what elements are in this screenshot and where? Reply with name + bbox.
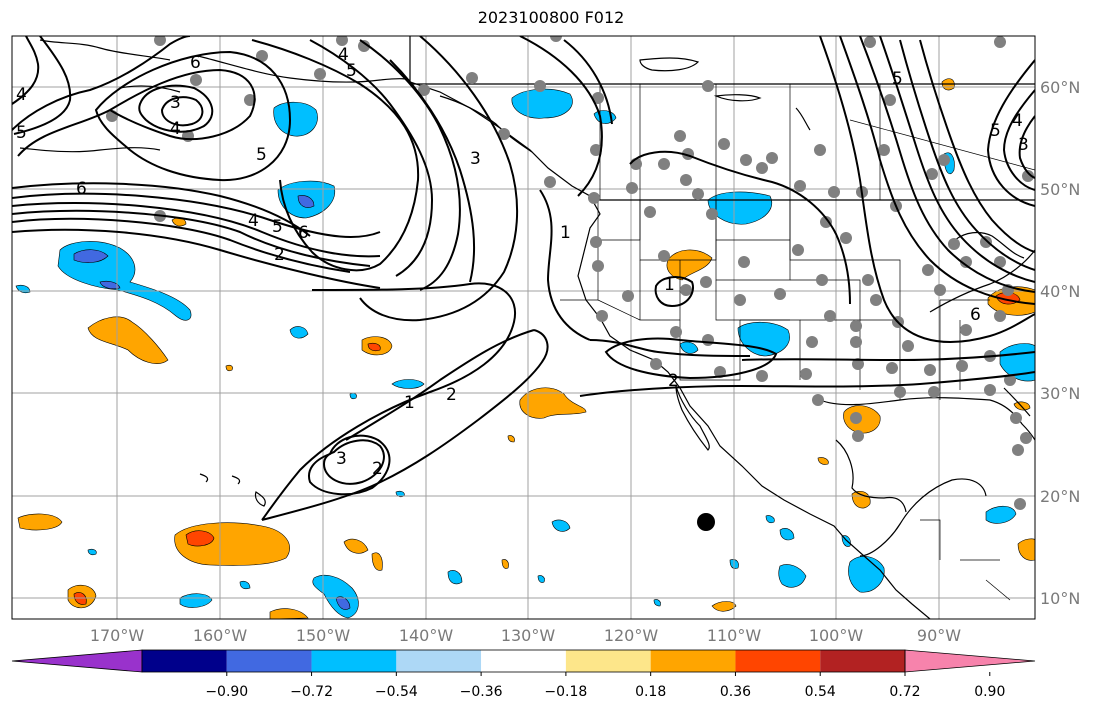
lon-label: 170°W: [90, 626, 145, 645]
lon-label: 120°W: [604, 626, 659, 645]
colorbar-tick-label: −0.90: [205, 684, 248, 700]
colorbar-tick-label: −0.54: [375, 684, 418, 700]
colorbar-segment: [481, 650, 566, 672]
contour-label: 5: [990, 121, 1001, 141]
contour-label: 4: [1012, 111, 1023, 131]
contour-label: 6: [190, 53, 201, 73]
contour-label: 5: [346, 61, 357, 81]
contour-label: 4: [16, 85, 27, 105]
colorbar-segment: [142, 650, 227, 672]
lon-label: 160°W: [193, 626, 248, 645]
contour-label: 2: [668, 371, 679, 391]
contour-label: 1: [404, 393, 415, 413]
lon-label: 90°W: [917, 626, 961, 645]
map-background: [12, 36, 1035, 619]
map-title: 2023100800 F012: [477, 8, 625, 27]
colorbar-tick-label: 0.54: [805, 684, 836, 700]
contour-label: 5: [892, 69, 903, 89]
colorbar-tick-label: 0.90: [974, 684, 1005, 700]
contour-label: 3: [470, 149, 481, 169]
colorbar-tick-label: 0.72: [889, 684, 920, 700]
lon-label: 150°W: [296, 626, 351, 645]
colorbar-segment: [735, 650, 821, 672]
contour-label: 4: [248, 211, 259, 231]
contour-label: 5: [272, 217, 283, 237]
colorbar-segment: [650, 650, 736, 672]
contour-label: 5: [16, 123, 27, 143]
colorbar: −0.90 −0.72 −0.54 −0.36 −0.18 0.18 0.36 0.54 0.7…: [11, 649, 1036, 700]
contour-label: 2: [372, 459, 383, 479]
contour-label: 5: [256, 145, 267, 165]
lon-label: 100°W: [809, 626, 864, 645]
contour-label: 6: [298, 223, 309, 243]
colorbar-tick-label: −0.36: [460, 684, 503, 700]
contour-label: 4: [338, 45, 349, 65]
contour-label: 1: [560, 223, 571, 243]
colorbar-tick-label: 0.36: [720, 684, 751, 700]
lon-label: 140°W: [399, 626, 454, 645]
coastlines: [19, 36, 1035, 619]
contour-label: 6: [970, 305, 981, 325]
colorbar-segment: [565, 650, 651, 672]
lat-label: 40°N: [1040, 282, 1080, 301]
contour-label: 4: [170, 119, 181, 139]
contour-label-group: 6 3 4 5 5 4 6 4 5 6 2 4 5 3 1 2 3 2 1 2 …: [16, 45, 1029, 479]
positive-anomaly-patches: [17, 78, 1035, 619]
contour-lines: [12, 36, 1035, 521]
colorbar-outline: [141, 649, 906, 673]
contour-label: 3: [336, 449, 347, 469]
colorbar-tick-label: 0.18: [635, 684, 666, 700]
colorbar-tick-label: −0.72: [290, 684, 333, 700]
contour-label: 2: [274, 245, 285, 265]
lat-label: 30°N: [1040, 384, 1080, 403]
lat-label: 60°N: [1040, 78, 1080, 97]
station-markers: [106, 36, 1034, 510]
lon-label: 130°W: [501, 626, 556, 645]
colorbar-tick-label: −0.18: [544, 684, 587, 700]
contour-label: 6: [76, 179, 87, 199]
contour-label: 3: [170, 93, 181, 113]
lat-label: 50°N: [1040, 180, 1080, 199]
negative-anomaly-patches: [15, 88, 1035, 619]
colorbar-segment: [311, 650, 397, 672]
latitude-labels: 60°N 50°N 40°N 30°N 20°N 10°N: [1040, 78, 1080, 608]
contour-label: 2: [446, 385, 457, 405]
colorbar-segment: [904, 649, 1036, 673]
colorbar-segment: [11, 649, 143, 673]
contour-label: 3: [1018, 135, 1029, 155]
lat-label: 10°N: [1040, 589, 1080, 608]
colorbar-segment: [226, 650, 312, 672]
state-borders: [560, 84, 1035, 601]
longitude-labels: 170°W 160°W 150°W 140°W 130°W 120°W 110°…: [90, 626, 961, 645]
colorbar-segment: [820, 650, 905, 672]
highlight-marker: [697, 513, 715, 531]
lat-label: 20°N: [1040, 487, 1080, 506]
colorbar-segment: [396, 650, 482, 672]
map-frame: [11, 35, 1036, 620]
contour-label: 1: [664, 275, 675, 295]
lon-label: 110°W: [707, 626, 762, 645]
